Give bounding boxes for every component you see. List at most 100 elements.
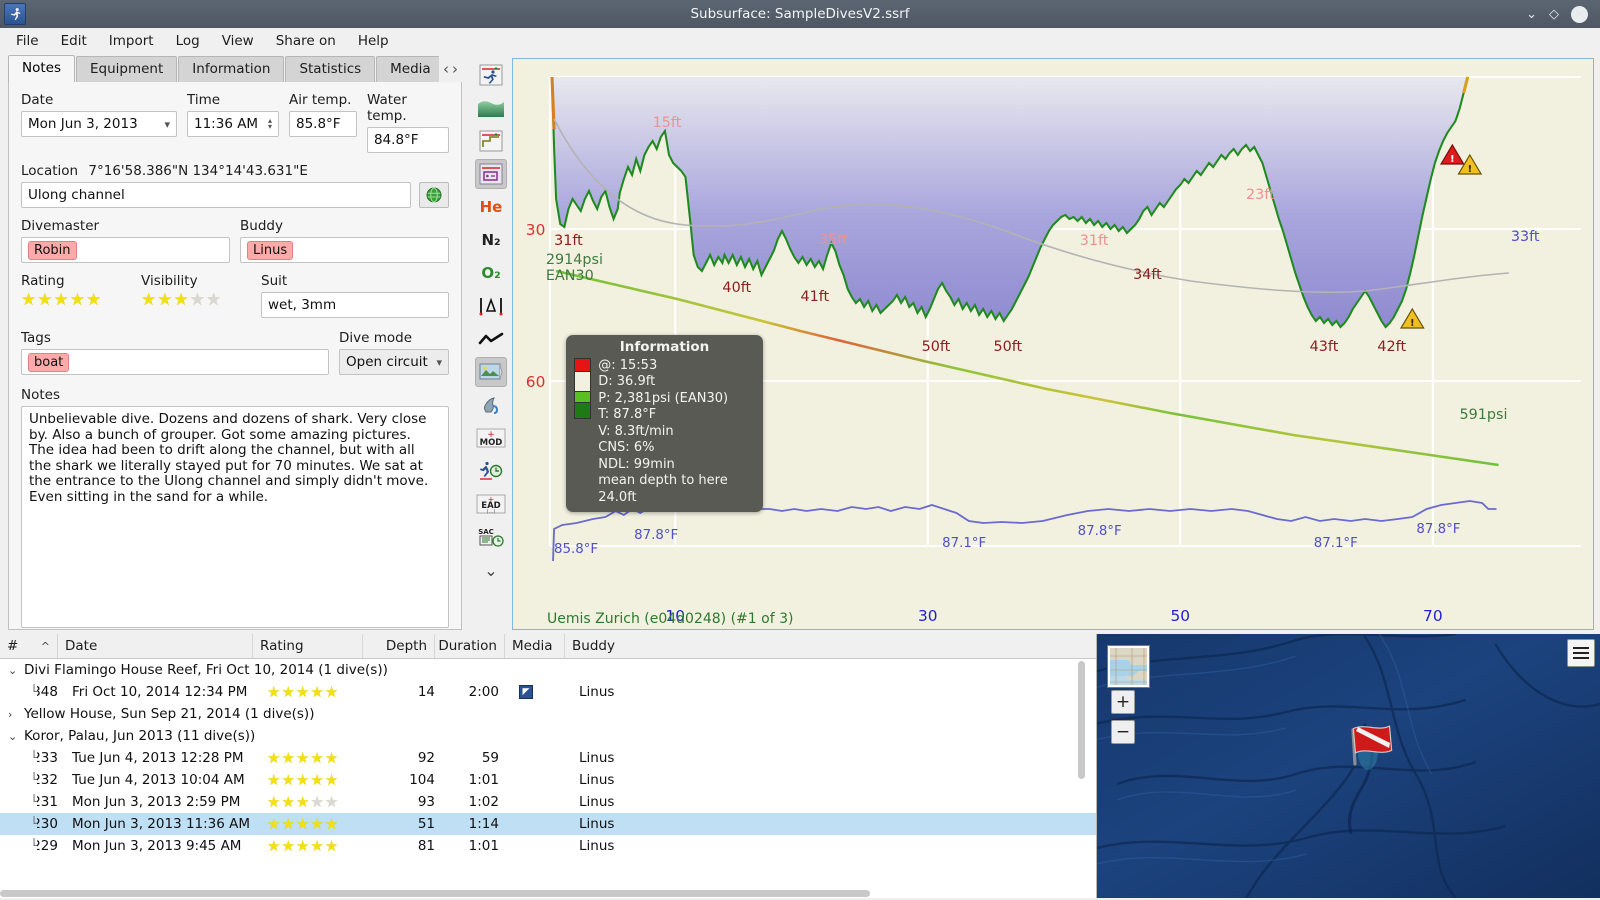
stepper-icon[interactable]: ▴ ▾ bbox=[267, 116, 272, 131]
heartrate-icon[interactable] bbox=[475, 324, 507, 354]
profile-tooltip[interactable]: Information @: 15:53 D: 36.9ft P: 2,381p… bbox=[566, 335, 763, 512]
suit-input[interactable]: wet, 3mm bbox=[261, 292, 449, 318]
ead-icon[interactable]: EAD + (...) bbox=[475, 489, 507, 519]
water-temp-field[interactable]: 84.8°F bbox=[367, 127, 449, 153]
visibility-stars[interactable]: ★ ★ ★ ★ ★ bbox=[141, 292, 251, 309]
tab-statistics[interactable]: Statistics bbox=[285, 56, 376, 82]
tab-information[interactable]: Information bbox=[178, 56, 285, 82]
star-1[interactable]: ★ bbox=[21, 290, 37, 310]
date-field[interactable]: Mon Jun 3, 2013 ▾ bbox=[21, 111, 177, 137]
maximize-button[interactable]: ◇ bbox=[1549, 6, 1559, 22]
close-button[interactable]: ✕ bbox=[1571, 5, 1588, 23]
show-photos-icon[interactable] bbox=[475, 357, 507, 387]
column-header-date[interactable]: Date bbox=[58, 634, 253, 658]
ceiling-icon[interactable] bbox=[475, 93, 507, 123]
star-5[interactable]: ★ bbox=[86, 290, 102, 310]
dive-row[interactable]: └232 Tue Jun 4, 2013 10:04 AM ★★★★★ 104 1:01… bbox=[0, 769, 1096, 791]
column-header-depth[interactable]: Depth bbox=[363, 634, 435, 658]
star-5[interactable]: ★ bbox=[206, 290, 222, 310]
chevron-down-icon[interactable]: ⌄ bbox=[8, 663, 18, 677]
dive-list-body[interactable]: ⌄ Divi Flamingo House Reef, Fri Oct 10, 2… bbox=[0, 659, 1096, 857]
tissue-icon[interactable] bbox=[475, 390, 507, 420]
tab-notes[interactable]: Notes bbox=[8, 55, 75, 82]
menu-file[interactable]: File bbox=[16, 32, 39, 49]
sort-ascending-icon[interactable]: ^ bbox=[40, 639, 50, 653]
row-rating[interactable]: ★ ★ ★ ★ ★ bbox=[267, 838, 339, 854]
star-2[interactable]: ★ bbox=[37, 290, 53, 310]
tags-input[interactable]: boat bbox=[21, 349, 329, 375]
dive-trip-group-row[interactable]: › Yellow House, Sun Sep 21, 2014 (1 dive(… bbox=[0, 703, 1096, 725]
star-2[interactable]: ★ bbox=[157, 290, 173, 310]
dive-row[interactable]: └231 Mon Jun 3, 2013 2:59 PM ★★★★★ 93 1:02 Li… bbox=[0, 791, 1096, 813]
dive-trip-group-row[interactable]: ⌄ Divi Flamingo House Reef, Fri Oct 10, 2… bbox=[0, 659, 1096, 681]
heliox-icon[interactable]: He bbox=[475, 192, 507, 222]
chevron-down-icon[interactable]: ⌄ bbox=[8, 729, 18, 743]
dive-map[interactable]: + − bbox=[1096, 634, 1600, 898]
time-field[interactable]: 11:36 AM ▴ ▾ bbox=[187, 111, 279, 137]
map-zoom-in-button[interactable]: + bbox=[1111, 690, 1135, 714]
menu-help[interactable]: Help bbox=[357, 32, 389, 49]
tab-equipment[interactable]: Equipment bbox=[76, 56, 178, 82]
dive-trip-group-row[interactable]: ⌄ Koror, Palau, Jun 2013 (11 dive(s)) bbox=[0, 725, 1096, 747]
tab-next-icon[interactable]: › bbox=[452, 60, 458, 78]
row-rating[interactable]: ★ ★ ★ ★ ★ bbox=[267, 794, 339, 810]
minimize-button[interactable]: ⌄ bbox=[1526, 6, 1537, 22]
air-temp-field[interactable]: 85.8°F bbox=[289, 111, 357, 137]
divemaster-input[interactable]: Robin bbox=[21, 237, 230, 263]
star-4[interactable]: ★ bbox=[69, 290, 85, 310]
map-overview-thumbnail[interactable] bbox=[1107, 645, 1150, 688]
show-tooltip-icon[interactable] bbox=[475, 159, 507, 189]
nitrogen-icon[interactable]: N₂ bbox=[475, 225, 507, 255]
dive-list[interactable]: # ^ Date Rating Depth Duration Media Bud… bbox=[0, 634, 1096, 898]
dive-profile-chart[interactable]: 30 60 10 30 50 70 15ft 31ft 40ft 41ft 35… bbox=[512, 58, 1594, 630]
dive-row[interactable]: └348 Fri Oct 10, 2014 12:34 PM ★★★★★ 14 2:00… bbox=[0, 681, 1096, 703]
location-input[interactable]: Ulong channel bbox=[21, 182, 411, 208]
column-header-media[interactable]: Media bbox=[505, 634, 565, 658]
tree-branch-icon: └ bbox=[30, 750, 37, 766]
row-rating[interactable]: ★ ★ ★ ★ ★ bbox=[267, 816, 339, 832]
row-rating[interactable]: ★ ★ ★ ★ ★ bbox=[267, 684, 339, 700]
oxygen-icon[interactable]: O₂ bbox=[475, 258, 507, 288]
column-header-buddy[interactable]: Buddy bbox=[572, 638, 615, 654]
scale-diver-icon[interactable] bbox=[475, 60, 507, 90]
scale-graph-icon[interactable] bbox=[475, 291, 507, 321]
map-zoom-out-button[interactable]: − bbox=[1111, 720, 1135, 744]
row-rating[interactable]: ★ ★ ★ ★ ★ bbox=[267, 772, 339, 788]
tab-prev-icon[interactable]: ‹ bbox=[443, 60, 449, 78]
menu-import[interactable]: Import bbox=[108, 32, 154, 49]
column-header-duration[interactable]: Duration bbox=[435, 634, 505, 658]
map-menu-icon[interactable] bbox=[1567, 639, 1595, 667]
tab-media[interactable]: Media bbox=[376, 56, 445, 82]
column-header-rating[interactable]: Rating bbox=[253, 634, 363, 658]
menu-edit[interactable]: Edit bbox=[60, 32, 87, 49]
menu-log[interactable]: Log bbox=[175, 32, 200, 49]
more-options-icon[interactable]: ⌄ bbox=[475, 555, 507, 585]
column-header-number[interactable]: # bbox=[7, 638, 19, 654]
media-icon[interactable]: ◤ bbox=[519, 685, 533, 699]
menu-share-on[interactable]: Share on bbox=[275, 32, 336, 49]
mod-icon[interactable]: MOD + bbox=[475, 423, 507, 453]
star-3[interactable]: ★ bbox=[53, 290, 69, 310]
dive-row[interactable]: └233 Tue Jun 4, 2013 12:28 PM ★★★★★ 92 59 Lin… bbox=[0, 747, 1096, 769]
sac-icon[interactable]: SAC bbox=[475, 522, 507, 552]
globe-icon[interactable] bbox=[419, 182, 449, 208]
dive-row[interactable]: └230 Mon Jun 3, 2013 11:36 AM ★★★★★ 51 1:14 L… bbox=[0, 813, 1096, 835]
dive-list-vscrollbar[interactable] bbox=[1078, 661, 1087, 861]
row-rating[interactable]: ★ ★ ★ ★ ★ bbox=[267, 750, 339, 766]
rating-stars[interactable]: ★ ★ ★ ★ ★ bbox=[21, 292, 131, 309]
dive-tabbar: Notes Equipment Information Statistics M… bbox=[8, 55, 462, 82]
chevron-right-icon[interactable]: › bbox=[8, 707, 13, 721]
dive-list-hscrollbar[interactable] bbox=[0, 889, 1080, 898]
nitrogen-label: N₂ bbox=[481, 231, 501, 249]
star-4[interactable]: ★ bbox=[189, 290, 205, 310]
dive-mode-select[interactable]: Open circuit ▾ bbox=[339, 349, 449, 375]
dive-row[interactable]: └229 Mon Jun 3, 2013 9:45 AM ★★★★★ 81 1:01 Li… bbox=[0, 835, 1096, 857]
ndl-tts-icon[interactable] bbox=[475, 456, 507, 486]
star-3[interactable]: ★ bbox=[173, 290, 189, 310]
notes-textarea[interactable]: Unbelievable dive. Dozens and dozens of … bbox=[21, 406, 449, 628]
buddy-input[interactable]: Linus bbox=[240, 237, 449, 263]
dive-flag-marker[interactable] bbox=[1345, 722, 1399, 772]
dc-ceiling-icon[interactable] bbox=[475, 126, 507, 156]
star-1[interactable]: ★ bbox=[141, 290, 157, 310]
menu-view[interactable]: View bbox=[221, 32, 254, 49]
